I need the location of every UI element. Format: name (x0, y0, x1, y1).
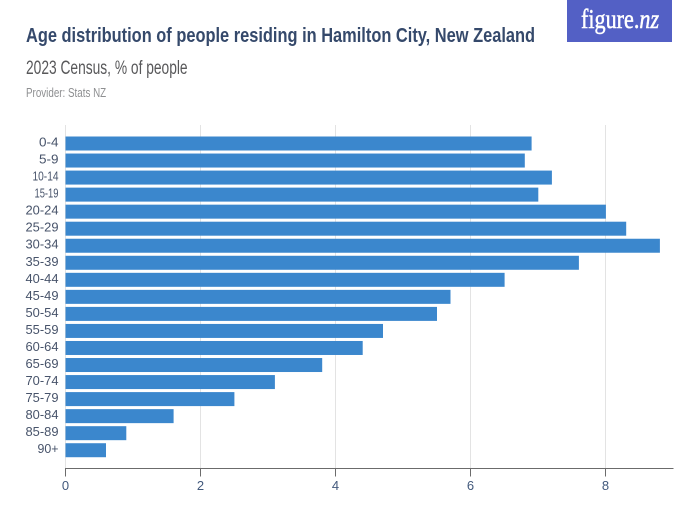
svg-text:45-49: 45-49 (26, 288, 59, 303)
svg-text:65-69: 65-69 (26, 356, 59, 371)
svg-text:70-74: 70-74 (26, 373, 59, 388)
svg-text:20-24: 20-24 (26, 203, 59, 218)
svg-text:30-34: 30-34 (26, 237, 59, 252)
svg-text:80-84: 80-84 (26, 407, 59, 422)
svg-text:90+: 90+ (38, 441, 59, 456)
svg-text:25-29: 25-29 (26, 220, 59, 235)
svg-text:0-4: 0-4 (39, 135, 59, 150)
svg-text:5-9: 5-9 (39, 152, 59, 167)
svg-text:40-44: 40-44 (26, 271, 59, 286)
svg-text:6: 6 (467, 478, 474, 493)
svg-text:15-19: 15-19 (35, 186, 59, 201)
svg-text:75-79: 75-79 (26, 390, 59, 405)
svg-text:60-64: 60-64 (26, 339, 59, 354)
svg-text:10-14: 10-14 (33, 169, 59, 184)
svg-text:85-89: 85-89 (26, 424, 59, 439)
svg-text:35-39: 35-39 (26, 254, 59, 269)
svg-text:55-59: 55-59 (26, 322, 59, 337)
svg-text:2: 2 (197, 478, 204, 493)
svg-text:50-54: 50-54 (26, 305, 59, 320)
svg-text:8: 8 (602, 478, 609, 493)
svg-text:0: 0 (62, 478, 69, 493)
svg-text:4: 4 (332, 478, 339, 493)
